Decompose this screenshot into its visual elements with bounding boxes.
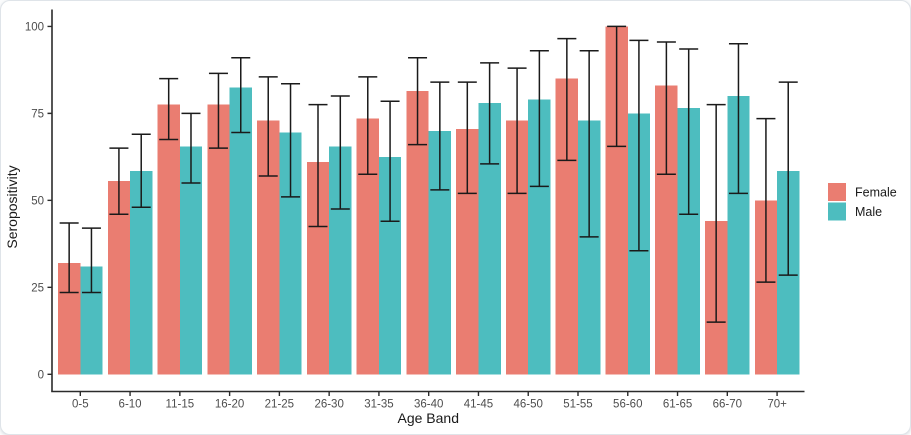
errorbar-male-31-35 [380,100,400,222]
errorbar-female-11-15 [159,77,179,141]
bar-female-46-50 [505,120,529,375]
x-tick-label-36-40: 36-40 [414,399,443,411]
errorbar-female-21-25 [258,76,278,177]
bar-female-36-40 [406,90,429,375]
errorbar-male-6-10 [131,133,151,209]
errorbar-female-0-5 [59,222,79,294]
errorbar-male-26-30 [330,95,350,210]
bar-female-31-35 [356,118,379,375]
errorbar-male-66-70 [728,43,748,195]
errorbar-male-61-65 [679,48,699,216]
x-tick-label-66-70: 66-70 [713,399,742,411]
x-tick-label-21-25: 21-25 [265,399,294,411]
legend-swatch-female [828,183,846,201]
bar-female-6-10 [107,181,131,375]
x-tick-label-26-30: 26-30 [314,399,343,411]
legend-swatch-male [828,202,846,221]
errorbar-male-56-60 [629,39,649,252]
bar-female-26-30 [306,162,330,375]
x-tick-label-11-15: 11-15 [166,399,195,411]
bar-female-41-45 [456,129,479,375]
errorbar-female-41-45 [457,81,477,195]
y-tick-label-75: 75 [31,108,44,120]
errorbar-female-31-35 [358,76,378,176]
legend: Female Male [828,183,897,221]
y-tick-label-50: 50 [31,195,44,207]
legend-label-male: Male [855,205,882,219]
bar-male-26-30 [329,146,352,375]
x-tick-label-31-35: 31-35 [364,399,393,411]
bar-male-36-40 [428,130,451,375]
errorbar-male-16-20 [231,56,251,134]
errorbar-female-16-20 [208,72,228,149]
x-tick-label-6-10: 6-10 [119,399,142,411]
y-tick-label-100: 100 [25,21,44,33]
errorbar-male-0-5 [81,227,101,294]
x-tick-label-41-45: 41-45 [464,399,493,411]
y-tick-label-0: 0 [38,369,44,381]
bar-female-11-15 [157,104,180,375]
x-tick-label-0-5: 0-5 [72,399,89,411]
errorbar-female-46-50 [507,67,527,195]
errorbar-female-70+ [756,117,776,283]
bar-male-51-55 [578,120,601,375]
bar-male-0-5 [80,266,103,375]
bar-male-66-70 [727,95,750,375]
x-tick-label-46-50: 46-50 [514,399,543,411]
bar-female-61-65 [655,85,678,375]
bar-male-31-35 [378,156,402,375]
errorbar-male-70+ [778,81,798,276]
bar-male-21-25 [279,132,302,375]
bar-male-46-50 [528,99,551,375]
errorbar-male-46-50 [529,50,549,188]
errorbar-male-51-55 [579,50,599,238]
errorbar-female-61-65 [656,41,676,176]
bar-female-16-20 [207,104,230,375]
errorbar-female-36-40 [408,56,428,146]
legend-label-female: Female [855,186,897,200]
bar-female-56-60 [605,26,628,375]
bar-female-51-55 [555,78,578,375]
errorbar-male-21-25 [281,83,301,198]
errorbar-female-56-60 [607,25,627,148]
y-tick-label-25: 25 [31,282,44,294]
errorbar-male-41-45 [480,62,500,165]
bar-male-61-65 [677,108,700,375]
errorbar-female-26-30 [308,103,328,228]
bar-male-11-15 [179,146,203,375]
bar-male-16-20 [229,87,252,375]
bar-male-6-10 [130,170,153,375]
errorbar-female-66-70 [706,103,726,323]
bar-female-0-5 [58,262,81,375]
y-axis-title: Seropositivity [4,165,20,248]
bar-male-41-45 [478,102,501,375]
x-tick-label-61-65: 61-65 [663,399,692,411]
errorbar-female-6-10 [109,147,129,216]
x-axis-title: Age Band [398,410,460,426]
x-tick-label-70+: 70+ [767,399,787,411]
x-tick-label-51-55: 51-55 [563,399,592,411]
x-tick-label-16-20: 16-20 [215,399,244,411]
bar-female-70+ [754,200,778,375]
errorbar-female-51-55 [557,37,577,162]
x-tick-label-56-60: 56-60 [613,399,642,411]
errorbar-male-36-40 [430,81,450,191]
bar-female-21-25 [257,120,280,375]
errorbar-male-11-15 [181,112,201,184]
